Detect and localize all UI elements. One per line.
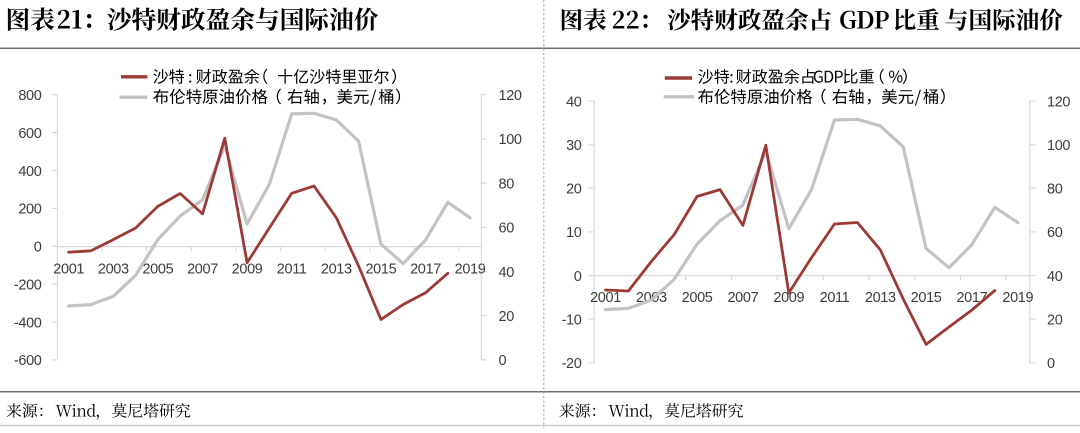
svg-text:800: 800 bbox=[18, 88, 41, 104]
svg-text:120: 120 bbox=[1047, 94, 1070, 110]
svg-text:40: 40 bbox=[1047, 269, 1063, 285]
svg-text:100: 100 bbox=[1047, 138, 1070, 154]
svg-text:2009: 2009 bbox=[232, 262, 263, 278]
svg-text:10: 10 bbox=[566, 225, 582, 241]
svg-text:40: 40 bbox=[566, 94, 582, 110]
svg-text:-20: -20 bbox=[562, 356, 582, 372]
svg-text:60: 60 bbox=[1047, 225, 1063, 241]
svg-text:2001: 2001 bbox=[53, 262, 84, 278]
svg-text:0: 0 bbox=[34, 240, 42, 256]
svg-text:400: 400 bbox=[18, 164, 41, 180]
svg-text:0: 0 bbox=[574, 269, 582, 285]
svg-text:2005: 2005 bbox=[142, 262, 173, 278]
svg-text:2003: 2003 bbox=[98, 262, 129, 278]
svg-text:2007: 2007 bbox=[187, 262, 218, 278]
svg-text:-400: -400 bbox=[14, 315, 42, 331]
svg-text:2019: 2019 bbox=[1002, 290, 1033, 306]
svg-text:2001: 2001 bbox=[590, 290, 621, 306]
svg-text:20: 20 bbox=[566, 182, 582, 198]
svg-text:-600: -600 bbox=[14, 353, 42, 369]
svg-text:2009: 2009 bbox=[773, 290, 804, 306]
svg-text:-200: -200 bbox=[14, 277, 42, 293]
svg-text:2015: 2015 bbox=[911, 290, 942, 306]
svg-text:2011: 2011 bbox=[277, 262, 307, 278]
svg-text:2015: 2015 bbox=[365, 262, 396, 278]
svg-text:20: 20 bbox=[499, 309, 515, 325]
svg-text:2017: 2017 bbox=[956, 290, 987, 306]
svg-text:120: 120 bbox=[499, 88, 522, 104]
svg-text:2019: 2019 bbox=[455, 262, 486, 278]
svg-text:60: 60 bbox=[499, 221, 515, 237]
svg-text:80: 80 bbox=[499, 176, 515, 192]
svg-text:0: 0 bbox=[1047, 356, 1055, 372]
svg-text:30: 30 bbox=[566, 138, 582, 154]
svg-text:40: 40 bbox=[499, 265, 515, 281]
svg-text:80: 80 bbox=[1047, 182, 1063, 198]
svg-text:2007: 2007 bbox=[727, 290, 758, 306]
svg-text:600: 600 bbox=[18, 126, 41, 142]
svg-text:2013: 2013 bbox=[321, 262, 352, 278]
svg-text:20: 20 bbox=[1047, 313, 1063, 329]
svg-text:2005: 2005 bbox=[682, 290, 713, 306]
svg-text:0: 0 bbox=[499, 353, 507, 369]
svg-text:200: 200 bbox=[18, 202, 41, 218]
svg-text:2017: 2017 bbox=[410, 262, 441, 278]
svg-text:2013: 2013 bbox=[865, 290, 896, 306]
svg-text:-10: -10 bbox=[562, 313, 582, 329]
svg-text:100: 100 bbox=[499, 132, 522, 148]
svg-text:2011: 2011 bbox=[820, 290, 850, 306]
